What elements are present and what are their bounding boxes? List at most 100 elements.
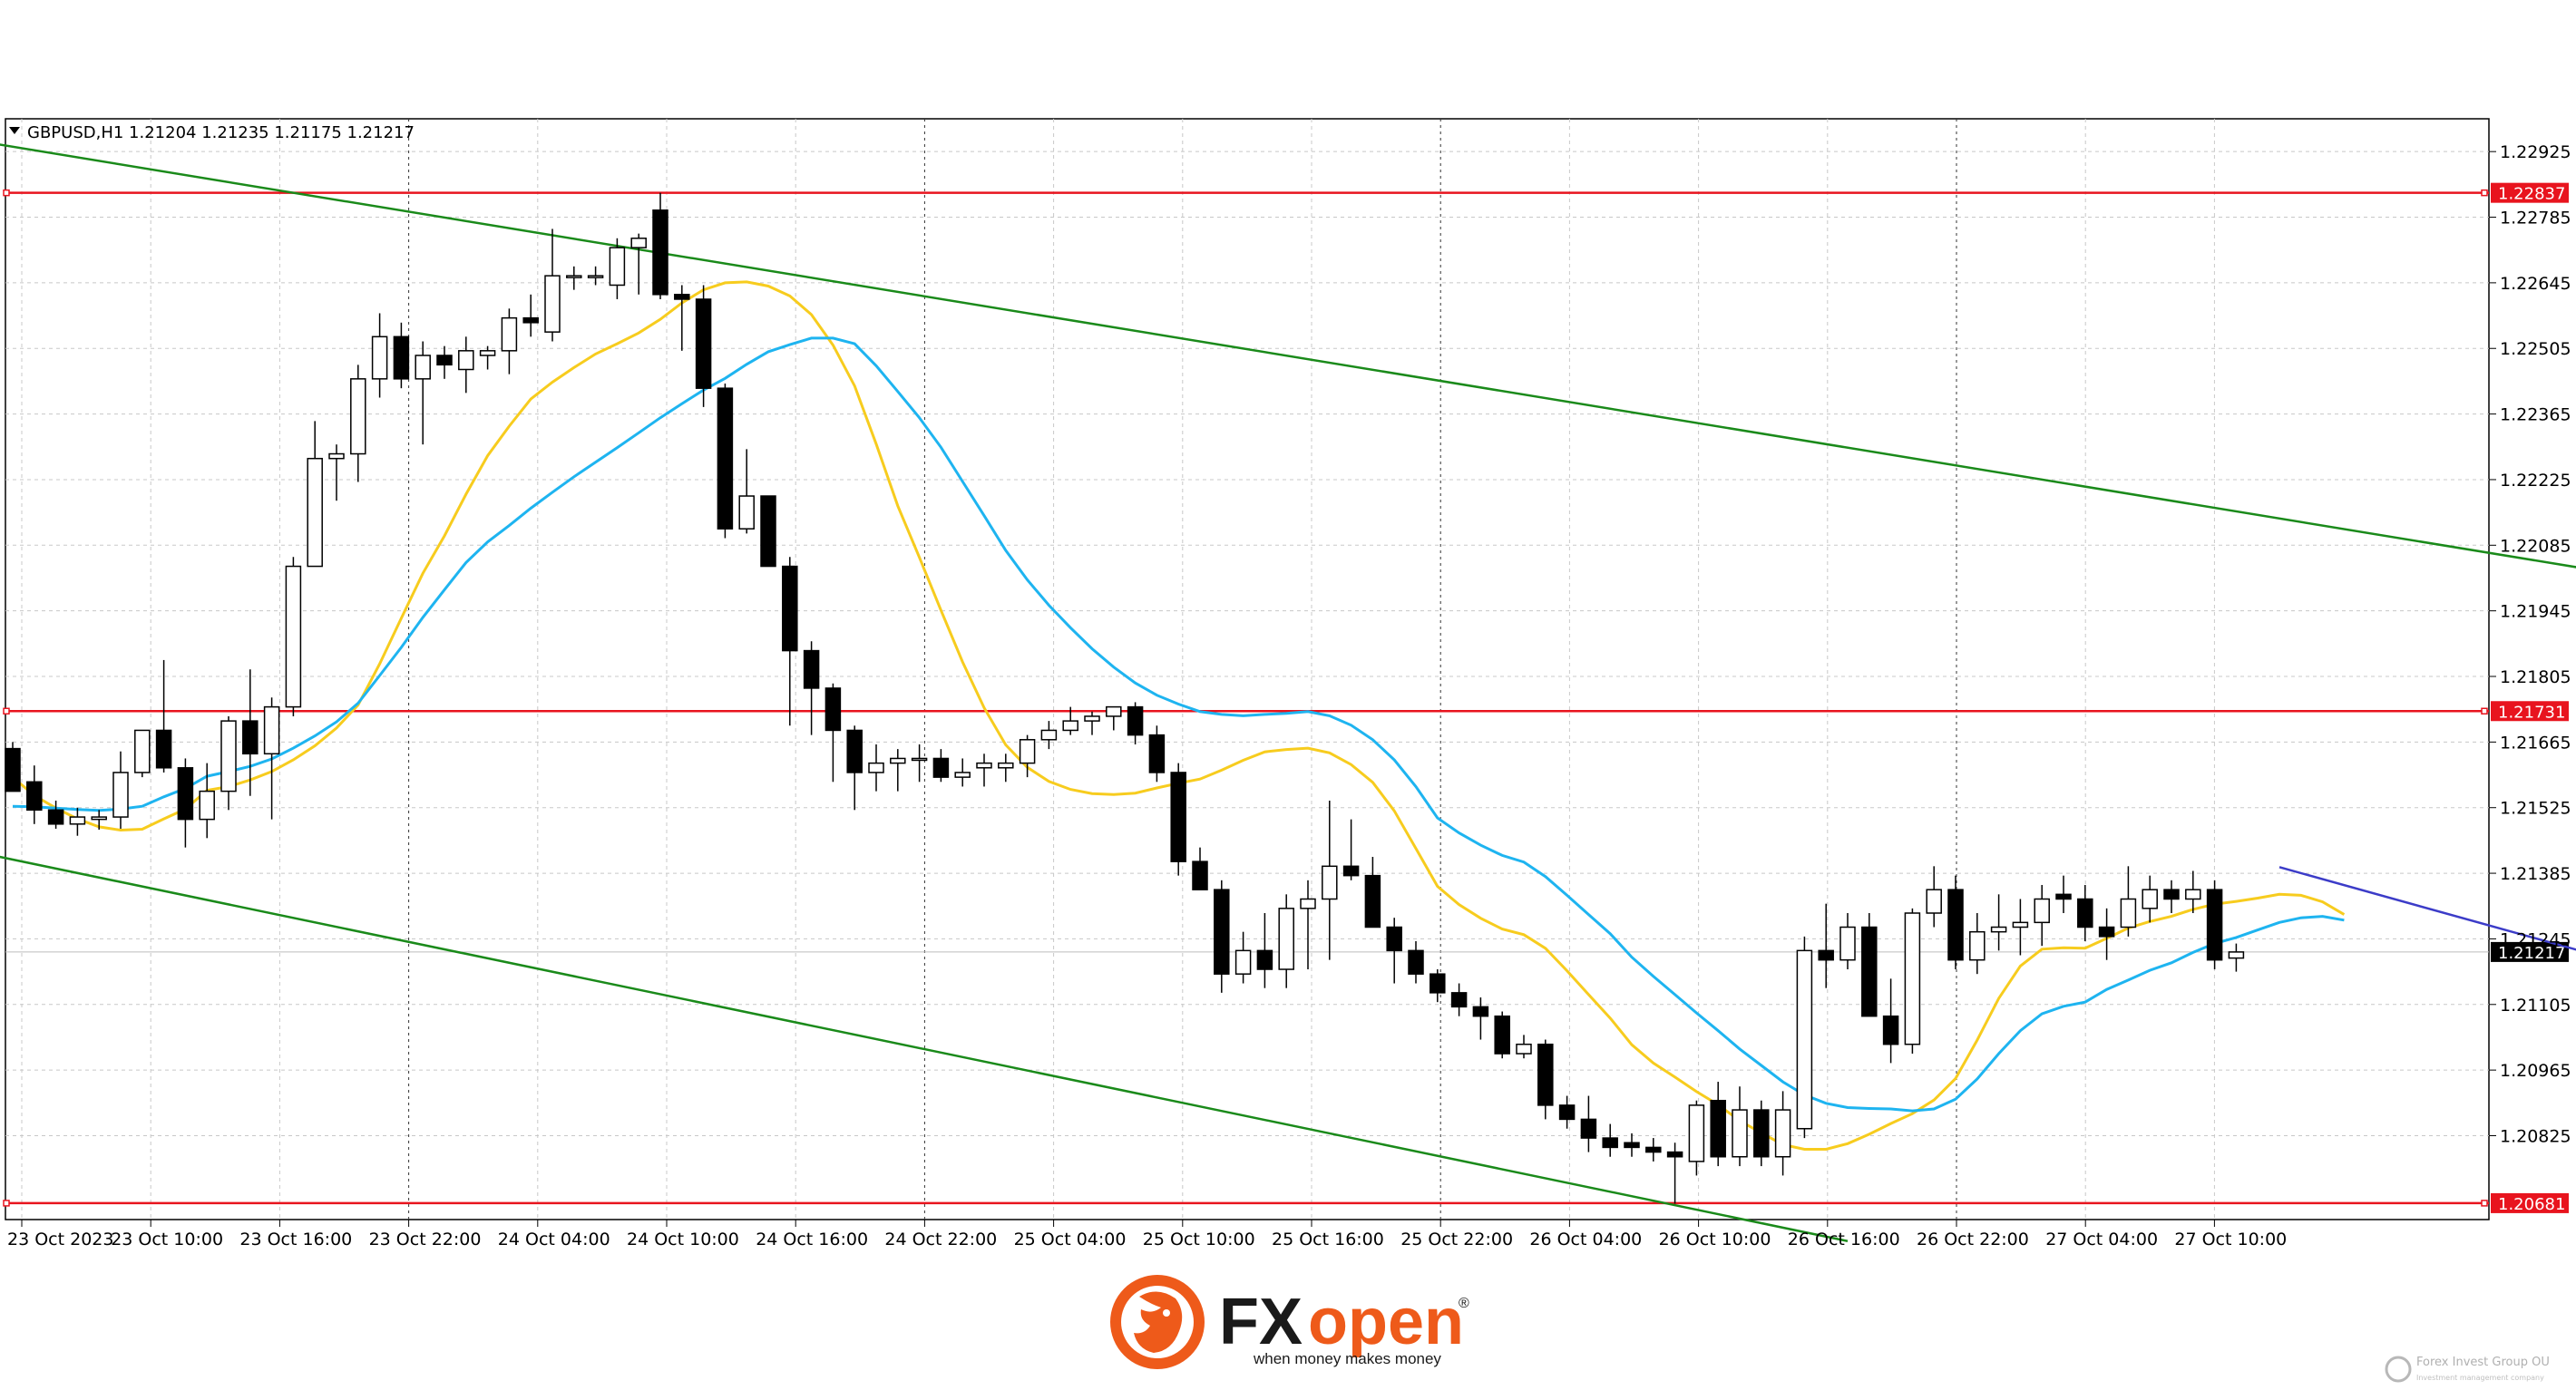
candle-bull <box>307 457 323 568</box>
price-tick-label: 1.22365 <box>2500 405 2571 425</box>
candle-bull <box>458 350 474 371</box>
candle-bull <box>2034 898 2050 924</box>
watermark-graphic: Forex Invest Group OU Investment managem… <box>2385 1356 2550 1383</box>
watermark-ring-icon <box>2385 1356 2412 1383</box>
plot-frame <box>5 118 2490 1220</box>
candle-bull <box>1322 865 1338 900</box>
candle-bear <box>155 729 172 769</box>
candle-bear <box>1602 1137 1618 1149</box>
price-tick-label: 1.22225 <box>2500 471 2571 491</box>
logo-open: open <box>1308 1286 1464 1358</box>
level-price-label: 1.22837 <box>2498 185 2565 204</box>
candle-bear <box>846 729 863 773</box>
candle-bear <box>1624 1142 1640 1149</box>
candle-bear <box>1450 992 1468 1008</box>
candles <box>5 192 2245 1204</box>
candle-bull <box>1234 949 1252 975</box>
price-tick-label: 1.21105 <box>2500 996 2571 1016</box>
candle-bull <box>220 720 237 792</box>
candle-bear <box>825 687 842 732</box>
level-price-label: 1.20681 <box>2498 1195 2565 1214</box>
candle-bear <box>26 781 43 812</box>
candle-bull <box>1278 908 1294 970</box>
candle-bear <box>1861 926 1878 1017</box>
candle-bull <box>2185 889 2201 900</box>
trend-lines <box>0 143 2576 1242</box>
candle-bear <box>1364 874 1381 928</box>
brand-logo: FX open ® when money makes money <box>1110 1275 1469 1369</box>
level-handle-left <box>3 707 10 715</box>
watermark-title: Forex Invest Group OU <box>2416 1356 2550 1369</box>
time-tick-label: 25 Oct 16:00 <box>1272 1230 1384 1249</box>
candle-bear <box>1170 772 1186 862</box>
candle-bull <box>285 565 302 708</box>
candle-bear <box>760 495 776 568</box>
candle-bear <box>1580 1118 1597 1139</box>
candle-bear <box>522 316 539 324</box>
time-tick-label: 25 Oct 10:00 <box>1143 1230 1255 1249</box>
candle-bull <box>112 772 129 818</box>
current-price-label: 1.21217 <box>2498 944 2565 963</box>
triangle-down-icon[interactable] <box>9 127 20 134</box>
candle-bull <box>1300 898 1316 909</box>
candle-bear <box>1256 949 1273 970</box>
candle-bear <box>1494 1015 1510 1055</box>
candle-bull <box>69 816 86 825</box>
level-handle-left <box>3 189 10 197</box>
candle-bear <box>932 757 950 778</box>
time-tick-label: 23 Oct 2023 <box>7 1230 113 1249</box>
candle-bull <box>1732 1109 1748 1158</box>
candle-bull <box>1062 720 1078 732</box>
candle-bull <box>371 335 388 380</box>
price-tick-label: 1.21805 <box>2500 667 2571 687</box>
candle-bear <box>652 209 668 296</box>
candle-bull <box>1904 912 1921 1045</box>
candle-bear <box>1753 1109 1770 1158</box>
level-handle-left <box>3 1200 10 1207</box>
time-tick-label: 27 Oct 10:00 <box>2174 1230 2287 1249</box>
candle-bear <box>2077 898 2093 928</box>
candle-bear <box>1558 1104 1576 1121</box>
time-tick-label: 25 Oct 04:00 <box>1014 1230 1127 1249</box>
candle-bear <box>2055 893 2072 900</box>
price-tick-label: 1.21245 <box>2500 929 2571 949</box>
symbol-header: GBPUSD,H1 1.21204 1.21235 1.21175 1.2121… <box>27 123 415 142</box>
candle-bull <box>2228 951 2245 959</box>
candle-bear <box>1818 949 1834 961</box>
candle-bull <box>609 247 626 287</box>
time-tick-label: 23 Oct 10:00 <box>111 1230 223 1249</box>
time-tick-label: 23 Oct 22:00 <box>369 1230 482 1249</box>
candle-bear <box>1127 705 1144 736</box>
candle-bear <box>5 747 21 792</box>
candle-bull <box>1040 729 1058 741</box>
time-tick-label: 26 Oct 04:00 <box>1529 1230 1642 1249</box>
candle-bear <box>1645 1146 1662 1153</box>
candle-bear <box>1947 889 1964 961</box>
logo-tagline: when money makes money <box>1253 1350 1441 1367</box>
logo-fx: FX <box>1219 1286 1303 1358</box>
candle-bear <box>1408 949 1424 975</box>
candle-bull <box>630 238 647 248</box>
candle-bull <box>263 705 280 755</box>
candle-bull <box>1019 739 1036 764</box>
candle-bear <box>393 335 410 380</box>
trend-line <box>0 855 1849 1242</box>
candle-bear <box>1429 973 1446 994</box>
candle-bear <box>2163 889 2180 900</box>
candle-bull <box>199 790 215 821</box>
candle-bull <box>2120 898 2137 928</box>
candle-bear <box>1148 734 1166 773</box>
time-tick-label: 26 Oct 10:00 <box>1659 1230 1771 1249</box>
level-handle-right <box>2481 707 2488 715</box>
candle-bear <box>2098 926 2115 938</box>
price-tick-label: 1.22645 <box>2500 274 2571 294</box>
chart-header: GBPUSD,H1 1.21204 1.21235 1.21175 1.2121… <box>9 123 415 142</box>
watermark: Forex Invest Group OU Investment managem… <box>2384 1351 2565 1387</box>
candle-bear <box>436 355 453 366</box>
lion-icon <box>1110 1275 1205 1369</box>
candle-bear <box>1882 1015 1899 1045</box>
candle-bull <box>1839 926 1856 961</box>
level-price-tag <box>2491 1192 2569 1213</box>
time-tick-label: 26 Oct 16:00 <box>1788 1230 1900 1249</box>
